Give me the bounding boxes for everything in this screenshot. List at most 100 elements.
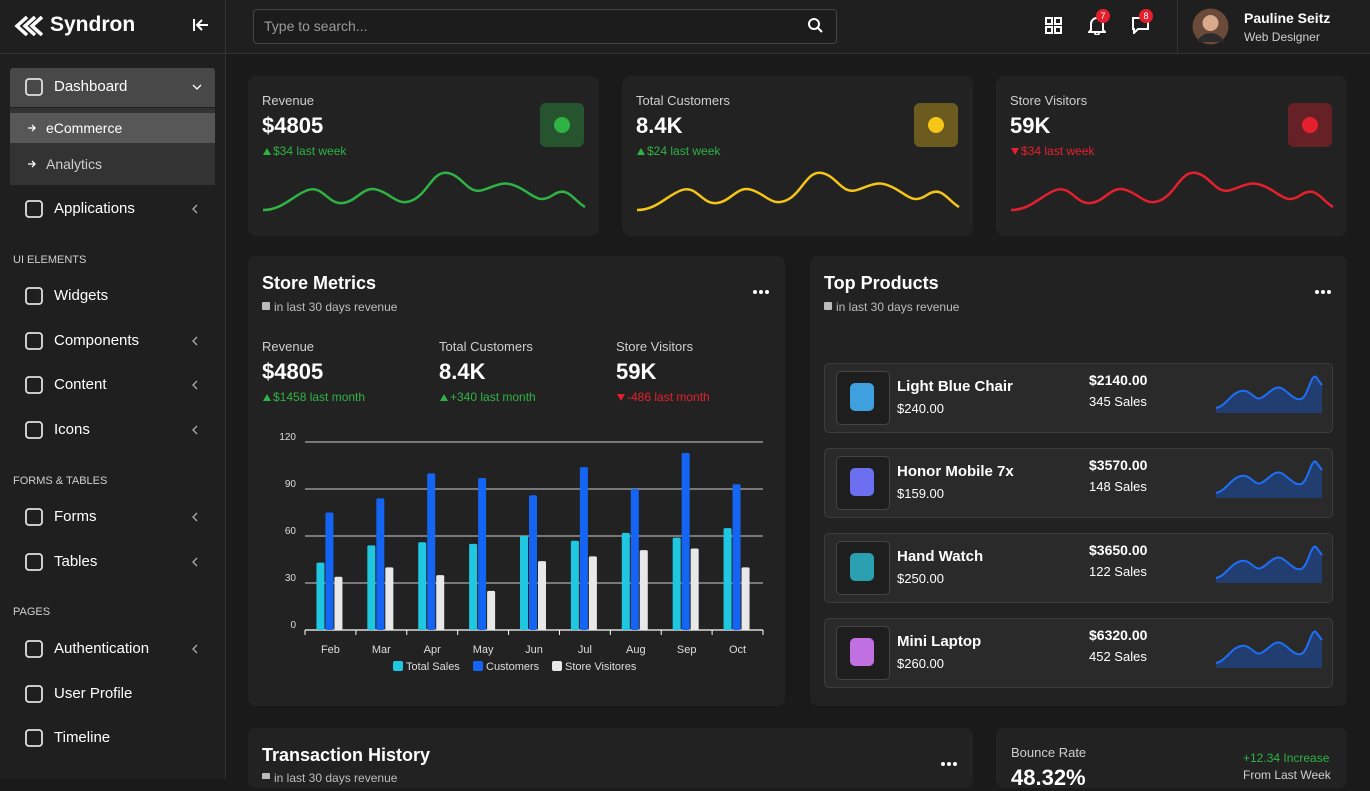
nav-item[interactable]: Components — [54, 332, 140, 349]
stat-label: Total Customers — [636, 93, 730, 108]
bar — [436, 575, 445, 630]
product-name: Light Blue Chair — [897, 378, 1013, 395]
notification-badge: 7 — [1096, 9, 1110, 23]
apps-icon[interactable] — [1045, 17, 1062, 34]
more-dot — [759, 290, 763, 294]
sparkline — [262, 171, 586, 212]
product-row[interactable] — [824, 363, 1333, 433]
more-dot — [1321, 290, 1325, 294]
bar — [681, 452, 690, 630]
sparkline-line — [1215, 375, 1323, 409]
product-image — [850, 468, 874, 496]
sparkline-path — [262, 171, 586, 212]
bar — [469, 543, 478, 630]
nav-icon — [25, 78, 43, 96]
sparkline-area — [1216, 376, 1322, 413]
product-name: Honor Mobile 7x — [897, 463, 1014, 480]
search-box[interactable] — [253, 9, 837, 44]
nav-item[interactable]: Content — [54, 376, 107, 393]
legend-swatch — [552, 661, 562, 671]
y-tick-label: 30 — [285, 573, 297, 584]
nav-item[interactable]: Widgets — [54, 287, 109, 304]
metric-value: 59K — [616, 359, 657, 384]
product-sparkline — [1215, 545, 1323, 583]
nav-item[interactable]: Forms — [54, 508, 97, 525]
more-dot — [1327, 290, 1331, 294]
metric-label: Total Customers — [439, 339, 533, 354]
stat-icon — [1302, 117, 1318, 133]
nav-item[interactable]: Authentication — [54, 640, 150, 657]
legend-swatch — [473, 661, 483, 671]
bar — [367, 545, 376, 630]
collapse-button[interactable] — [192, 17, 210, 33]
store-metrics-subtitle: in last 30 days revenue — [274, 300, 398, 314]
revenue-card — [248, 76, 599, 236]
nav-subitem[interactable]: eCommerce — [46, 120, 123, 136]
product-name: Hand Watch — [897, 548, 984, 565]
nav-icon — [25, 200, 43, 218]
bounce-rate-change: +12.34 Increase — [1243, 751, 1330, 765]
product-row[interactable] — [824, 533, 1333, 603]
transaction-history-card — [248, 728, 973, 788]
product-total: $6320.00 — [1089, 627, 1148, 643]
search-icon[interactable] — [807, 17, 823, 33]
up-arrow — [263, 148, 271, 155]
metric-value: $4805 — [262, 359, 324, 384]
chevron-down — [192, 84, 202, 90]
nav-item[interactable]: Applications — [54, 200, 135, 217]
metric-label: Store Visitors — [616, 339, 694, 354]
sparkline-path — [1010, 171, 1334, 212]
product-row[interactable] — [824, 618, 1333, 688]
y-tick-label: 60 — [285, 526, 297, 537]
x-tick-label: Apr — [424, 644, 441, 656]
product-total: $3570.00 — [1089, 457, 1148, 473]
more-dot — [953, 762, 957, 766]
bar — [316, 562, 325, 630]
stat-icon — [928, 117, 944, 133]
chevron — [192, 204, 198, 214]
metric-change: -486 last month — [627, 390, 710, 404]
nav-icon — [25, 376, 43, 394]
bar — [325, 512, 334, 630]
nav-item[interactable]: User Profile — [54, 685, 133, 702]
chevron — [192, 336, 198, 346]
top-products-title: Top Products — [824, 273, 939, 293]
product-sparkline — [1215, 630, 1323, 668]
sparkline-area — [1216, 546, 1322, 583]
sub-arrow — [28, 160, 36, 168]
product-price: $240.00 — [897, 401, 944, 416]
search-placeholder: Type to search... — [264, 18, 368, 34]
bar — [588, 556, 597, 630]
x-tick-label: Jun — [525, 644, 543, 656]
nav-icon — [25, 640, 43, 658]
bar — [427, 473, 436, 630]
header-divider — [1177, 0, 1178, 53]
down-arrow — [617, 394, 625, 401]
bar — [732, 484, 741, 630]
more-dot — [947, 762, 951, 766]
product-sales: 148 Sales — [1089, 479, 1147, 494]
nav-item[interactable]: Tables — [54, 553, 98, 570]
nav-subitem[interactable]: Analytics — [46, 156, 103, 172]
avatar[interactable] — [1192, 8, 1229, 45]
nav-item[interactable]: Dashboard — [54, 78, 128, 95]
bar — [418, 542, 427, 630]
nav-item[interactable]: Timeline — [54, 729, 111, 746]
product-image — [850, 638, 874, 666]
product-total: $3650.00 — [1089, 542, 1148, 558]
stat-change: $24 last week — [647, 144, 721, 158]
x-tick-label: Oct — [729, 644, 746, 656]
stat-label: Store Visitors — [1010, 93, 1088, 108]
product-row[interactable] — [824, 448, 1333, 518]
product-sparkline — [1215, 375, 1323, 413]
product-price: $250.00 — [897, 571, 944, 586]
nav-heading: UI ELEMENTS — [13, 254, 87, 266]
more-dot — [765, 290, 769, 294]
transaction-history-title: Transaction History — [262, 745, 431, 765]
metric-label: Revenue — [262, 339, 315, 354]
up-arrow — [263, 394, 271, 401]
nav-item[interactable]: Icons — [54, 421, 90, 438]
metric-change: +340 last month — [450, 390, 536, 404]
product-sales: 122 Sales — [1089, 564, 1147, 579]
bar — [538, 561, 546, 630]
